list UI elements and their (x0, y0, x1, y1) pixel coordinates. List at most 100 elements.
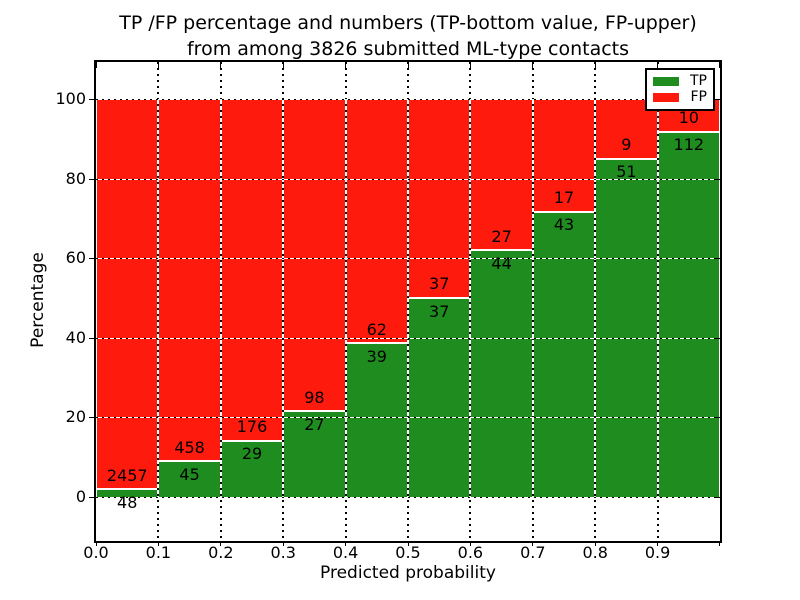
x-axis-label: Predicted probability (320, 563, 496, 583)
x-tick-label: 0.6 (457, 543, 484, 562)
bar-tp-segment (221, 440, 283, 497)
annotation-tp-count: 45 (179, 464, 200, 484)
bar-segment-separator (97, 488, 158, 491)
annotation-tp-count: 112 (673, 135, 705, 155)
y-tick-left (89, 178, 94, 180)
vertical-gridline (219, 62, 222, 541)
annotation-fp-count: 62 (366, 319, 387, 339)
bar-segment-separator (159, 460, 220, 463)
plot-area: 2457 48 458 45 176 29 98 27 62 39 37 37 27 44 17 43 9 51 1… (89, 60, 722, 546)
bar-segment-separator (471, 249, 532, 252)
annotation-fp-count: 458 (174, 437, 205, 457)
x-tick-bottom (657, 541, 659, 546)
y-tick-left (89, 99, 94, 100)
x-tick-top (345, 62, 347, 68)
x-tick-label: 0.3 (270, 543, 296, 562)
bar-fp-segment (159, 99, 220, 462)
bar-segment-separator (409, 297, 470, 299)
horizontal-gridline (96, 99, 720, 100)
y-tick-label: 0 (75, 487, 86, 506)
bar-tp-segment (409, 298, 470, 497)
bar-tp-segment (658, 131, 719, 497)
x-tick-bottom (96, 541, 97, 546)
legend-swatch-tp (653, 76, 679, 86)
bar-tp-segment (159, 461, 220, 497)
bar-segment-separator (596, 157, 657, 160)
horizontal-gridline (96, 258, 720, 259)
x-tick-bottom (532, 541, 534, 546)
y-tick-label: 60 (65, 248, 86, 268)
bar-segment-separator (533, 210, 595, 213)
bar-fp-segment (284, 99, 345, 412)
bar-tp-segment (533, 211, 595, 497)
bar-fp-segment (409, 99, 470, 298)
x-tick-label: 0.0 (83, 543, 109, 562)
vertical-gridline (407, 62, 409, 541)
x-tick-top (532, 62, 534, 68)
annotation-tp-count: 44 (491, 253, 512, 273)
annotation-fp-count: 10 (678, 108, 699, 128)
x-tick-label: 0.2 (208, 543, 234, 562)
y-tick-left (89, 258, 94, 260)
y-tick-right (714, 417, 720, 419)
y-tick-label: 20 (65, 407, 86, 427)
legend-entry-tp: TP (653, 73, 707, 89)
x-tick-bottom (345, 541, 347, 546)
annotation-tp-count: 37 (429, 301, 450, 321)
annotation-fp-count: 9 (621, 135, 632, 155)
bar-tp-segment (346, 343, 407, 497)
annotation-fp-count: 27 (491, 226, 512, 246)
x-tick-top (157, 62, 159, 68)
bar-segment-separator (284, 410, 345, 413)
horizontal-gridline (96, 497, 720, 498)
annotation-fp-count: 17 (553, 188, 575, 208)
annotation-tp-count: 43 (553, 215, 575, 235)
bar-segment-separator (221, 439, 283, 442)
y-tick-right (714, 99, 720, 100)
x-tick-top (657, 62, 659, 68)
x-tick-bottom (157, 541, 159, 546)
bar-tp-segment (471, 250, 532, 497)
x-tick-top (96, 62, 97, 68)
bar-segment-separator (658, 130, 719, 133)
horizontal-gridline (96, 179, 720, 180)
horizontal-gridline (96, 338, 720, 339)
x-tick-label: 0.7 (520, 543, 546, 562)
vertical-gridline (469, 62, 472, 541)
annotation-tp-count: 27 (304, 414, 325, 434)
x-tick-bottom (220, 541, 222, 546)
y-tick-right (714, 497, 720, 498)
bar-tp-segment (97, 489, 158, 497)
annotation-fp-count: 2457 (106, 465, 148, 485)
legend-entry-fp: FP (653, 90, 707, 105)
x-tick-top (594, 62, 596, 68)
y-tick-label: 40 (65, 327, 86, 347)
y-tick-label: 80 (65, 168, 86, 188)
bar-tp-segment (284, 411, 345, 497)
y-tick-left (89, 337, 94, 339)
bar-fp-segment (97, 99, 158, 490)
x-tick-label: 0.4 (332, 543, 359, 562)
legend-swatch-fp (653, 93, 679, 103)
vertical-gridline (656, 62, 659, 541)
y-tick-left (89, 417, 94, 419)
y-tick-right (714, 258, 720, 260)
x-tick-top (469, 62, 471, 68)
x-tick-label: 0.5 (395, 543, 421, 562)
legend-label: FP (690, 89, 708, 106)
annotation-fp-count: 37 (429, 274, 450, 294)
annotation-tp-count: 29 (241, 444, 263, 464)
chart-title-line1: TP /FP percentage and numbers (TP-bottom… (119, 12, 697, 34)
y-tick-left (89, 497, 94, 498)
vertical-gridline (282, 62, 285, 541)
x-tick-top (719, 62, 720, 68)
annotation-tp-count: 51 (616, 162, 637, 182)
y-tick-label: 100 (55, 89, 86, 108)
x-tick-top (407, 62, 409, 68)
vertical-gridline (531, 62, 534, 541)
bar-fp-segment (346, 99, 407, 344)
x-tick-label: 0.8 (582, 543, 608, 562)
x-tick-bottom (719, 541, 720, 546)
x-tick-bottom (282, 541, 284, 546)
legend: TP FP (645, 68, 715, 111)
